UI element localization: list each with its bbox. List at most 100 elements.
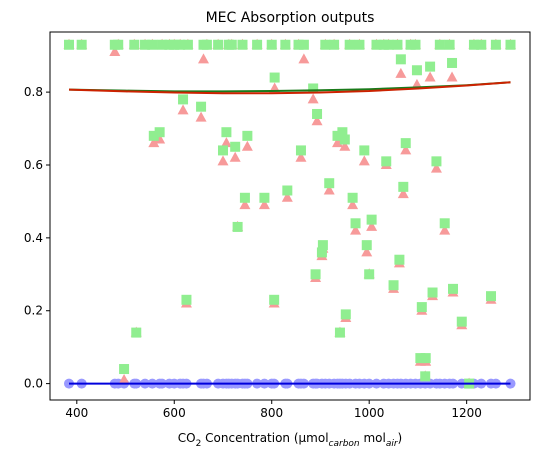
data-point [339, 140, 351, 151]
data-point [383, 39, 394, 50]
data-point [358, 155, 370, 166]
data-point [148, 137, 160, 148]
data-point [241, 140, 253, 151]
data-point [196, 101, 207, 112]
data-point [220, 137, 232, 148]
chart-title: MEC Absorption outputs [206, 10, 375, 26]
y-axis-ticks: 0.0 0.2 0.4 0.6 0.8 [24, 85, 50, 391]
data-point [486, 291, 497, 302]
data-point [430, 162, 442, 173]
data-point [281, 191, 293, 202]
data-point [505, 39, 516, 50]
data-point [456, 316, 467, 327]
data-point [361, 246, 373, 257]
data-point [298, 53, 310, 64]
data-point [347, 192, 358, 203]
x-axis-ticks: 400 600 800 1000 1200 [65, 400, 482, 420]
data-point [347, 199, 359, 210]
data-point [154, 127, 165, 138]
data-point [337, 127, 348, 138]
data-point [366, 220, 378, 231]
x-label-sub: 2 [196, 439, 202, 449]
data-point [395, 54, 406, 65]
data-point [175, 39, 186, 50]
data-point [394, 254, 405, 265]
data-point [221, 127, 232, 138]
data-point [131, 327, 142, 338]
data-point [118, 373, 130, 384]
data-point [217, 155, 229, 166]
data-point [147, 39, 158, 50]
data-point [237, 39, 248, 50]
data-point [217, 145, 228, 156]
data-point [182, 39, 193, 50]
data-point [350, 218, 361, 229]
data-point [400, 144, 412, 155]
data-point [476, 39, 487, 50]
data-point [119, 364, 130, 375]
data-point [311, 115, 323, 126]
data-point [444, 39, 455, 50]
data-point [310, 269, 321, 280]
data-point [411, 65, 422, 76]
data-point [320, 39, 331, 50]
data-point [201, 39, 212, 50]
data-point [395, 67, 407, 78]
data-point [361, 240, 372, 251]
data-point [381, 156, 392, 167]
x-axis-label: CO2 Concentration (μmolcarbon molair) [178, 431, 402, 449]
data-point [242, 130, 253, 141]
x-label-sub3: air [386, 439, 399, 449]
data-point [178, 94, 189, 105]
data-point [400, 138, 411, 149]
data-point [109, 46, 121, 57]
data-point [198, 53, 210, 64]
data-point [226, 39, 237, 50]
x-tick-label: 800 [260, 406, 283, 420]
data-point [269, 294, 280, 305]
data-point [350, 224, 362, 235]
x-label-base: CO [178, 431, 196, 445]
data-point [324, 178, 335, 189]
data-point [317, 240, 328, 251]
data-point [364, 269, 375, 280]
plot-frame [49, 31, 531, 401]
data-point [282, 185, 293, 196]
data-point [425, 61, 436, 72]
data-point [177, 104, 189, 115]
data-point [229, 151, 241, 162]
data-point [307, 93, 319, 104]
x-tick-label: 600 [163, 406, 186, 420]
data-point [293, 39, 304, 50]
x-tick-label: 1000 [354, 406, 385, 420]
data-point [490, 39, 501, 50]
data-point [280, 39, 291, 50]
data-point [113, 39, 124, 50]
data-point [239, 192, 250, 203]
data-point [232, 221, 243, 232]
data-point [154, 133, 166, 144]
fit-line [68, 81, 511, 95]
data-point [148, 130, 159, 141]
data-point [439, 218, 450, 229]
data-point [446, 71, 458, 82]
y-tick-label: 0.8 [24, 85, 43, 99]
data-point [410, 39, 421, 50]
data-point [447, 57, 458, 68]
data-point [323, 184, 335, 195]
data-point [340, 309, 351, 320]
data-point [388, 280, 399, 291]
data-point [258, 199, 270, 210]
data-point [129, 39, 140, 50]
series-square [64, 39, 516, 389]
data-point [239, 199, 251, 210]
y-tick-label: 0.2 [24, 304, 43, 318]
data-point [359, 145, 370, 156]
data-point [316, 247, 327, 258]
data-point [76, 39, 87, 50]
data-point [415, 353, 426, 364]
data-point [427, 287, 438, 298]
data-point [329, 39, 340, 50]
data-point [416, 302, 427, 313]
data-point [259, 192, 270, 203]
